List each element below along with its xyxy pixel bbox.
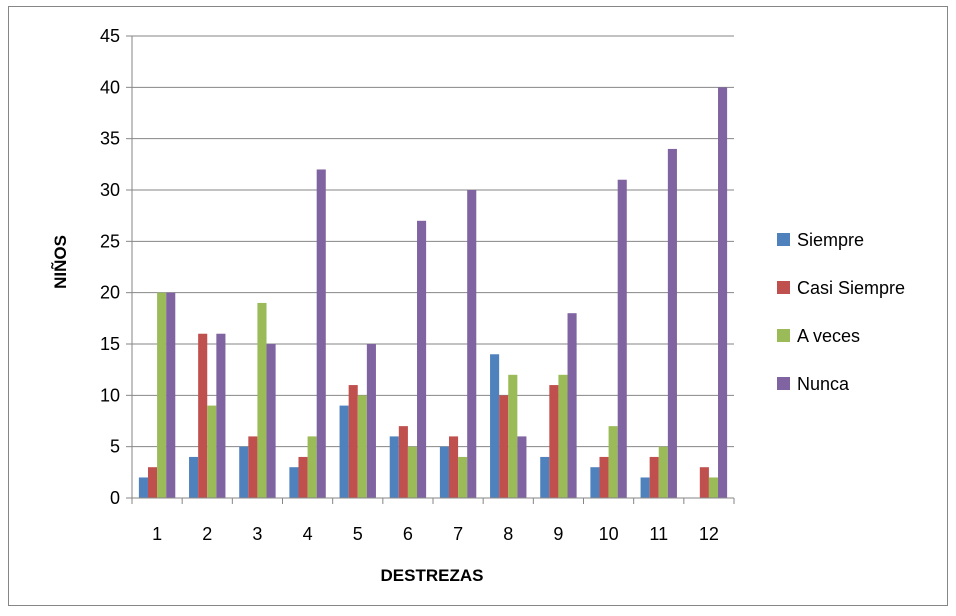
legend-swatch-2: [777, 281, 790, 294]
bar-siempre-7: [439, 446, 449, 498]
bar-nunca-1: [166, 292, 176, 498]
x-tick-label: 4: [303, 524, 313, 544]
legend-label-3: A veces: [797, 326, 860, 346]
y-tick-label: 0: [110, 488, 120, 508]
bar-casi-siempre-6: [398, 426, 408, 498]
x-tick-label: 6: [403, 524, 413, 544]
y-tick-label: 35: [100, 129, 120, 149]
bar-casi-siempre-12: [699, 467, 709, 498]
bar-casi-siempre-11: [649, 456, 659, 498]
bar-a-veces-3: [257, 302, 267, 498]
gridlines: [132, 35, 734, 448]
bar-casi-siempre-2: [198, 333, 208, 498]
legend-label-4: Nunca: [797, 374, 850, 394]
y-tick-label: 10: [100, 385, 120, 405]
bar-casi-siempre-1: [147, 467, 158, 498]
bar-siempre-10: [590, 467, 600, 498]
y-axis-title: NIÑOS: [50, 235, 70, 289]
bar-a-veces-8: [508, 374, 518, 498]
legend-swatch-3: [777, 329, 790, 342]
bar-nunca-11: [667, 148, 677, 498]
bar-siempre-11: [640, 477, 650, 498]
bar-nunca-4: [316, 169, 326, 498]
bar-siempre-8: [490, 354, 500, 498]
bars: [138, 87, 728, 499]
y-tick-label: 5: [110, 437, 120, 457]
bar-a-veces-5: [357, 395, 367, 498]
bar-nunca-5: [366, 344, 376, 498]
bar-a-veces-7: [458, 456, 468, 498]
x-tick-label: 12: [699, 524, 719, 544]
axes: [126, 35, 735, 504]
x-tick-label: 1: [152, 524, 162, 544]
bar-a-veces-10: [608, 426, 618, 498]
y-tick-label: 45: [100, 26, 120, 46]
bar-siempre-9: [540, 456, 550, 498]
y-tick-label: 25: [100, 231, 120, 251]
bar-a-veces-4: [307, 436, 317, 498]
legend: Siempre Casi Siempre A veces Nunca: [777, 230, 905, 394]
x-tick-label: 3: [252, 524, 262, 544]
legend-swatch-4: [777, 377, 790, 390]
bar-nunca-12: [718, 87, 728, 498]
x-tick-label: 10: [599, 524, 619, 544]
y-tick-label: 15: [100, 334, 120, 354]
bar-a-veces-1: [157, 292, 167, 498]
bar-nunca-2: [216, 333, 226, 498]
bar-siempre-2: [189, 456, 199, 498]
bar-casi-siempre-10: [599, 456, 609, 498]
bar-casi-siempre-7: [448, 436, 459, 498]
bar-nunca-8: [517, 436, 527, 498]
legend-label-2: Casi Siempre: [797, 278, 905, 298]
x-tick-labels: 1 2 3 4 5 6 7 8 9 10 11 12: [152, 524, 719, 544]
x-tick-label: 7: [453, 524, 463, 544]
y-tick-label: 20: [100, 283, 120, 303]
bar-siempre-6: [389, 436, 399, 498]
bar-nunca-10: [617, 179, 627, 498]
bar-casi-siempre-5: [348, 385, 358, 498]
x-tick-label: 11: [649, 524, 668, 544]
bar-nunca-7: [467, 190, 477, 498]
x-tick-label: 5: [353, 524, 363, 544]
x-tick-label: 8: [503, 524, 513, 544]
legend-label-1: Siempre: [797, 230, 864, 250]
bar-casi-siempre-9: [549, 385, 559, 498]
bar-a-veces-11: [658, 446, 668, 498]
x-tick-label: 2: [202, 524, 212, 544]
x-axis-title: DESTREZAS: [381, 566, 484, 585]
bar-a-veces-2: [207, 405, 217, 498]
bar-nunca-3: [266, 344, 276, 498]
bar-siempre-3: [239, 446, 249, 498]
y-tick-labels: 0 5 10 15 20 25 30 35 40 45: [100, 26, 120, 508]
bar-a-veces-12: [708, 477, 719, 498]
bar-nunca-9: [567, 313, 577, 498]
bar-casi-siempre-8: [499, 395, 509, 498]
x-tick-label: 9: [553, 524, 563, 544]
bar-siempre-4: [289, 467, 299, 498]
bar-a-veces-9: [558, 374, 568, 498]
bar-casi-siempre-3: [248, 436, 258, 498]
bar-siempre-5: [339, 405, 349, 498]
y-tick-label: 30: [100, 180, 120, 200]
bar-siempre-1: [138, 477, 148, 498]
y-tick-label: 40: [100, 77, 120, 97]
bar-casi-siempre-4: [298, 456, 308, 498]
bar-nunca-6: [417, 220, 427, 499]
bar-a-veces-6: [407, 446, 418, 498]
legend-swatch-1: [777, 233, 790, 246]
